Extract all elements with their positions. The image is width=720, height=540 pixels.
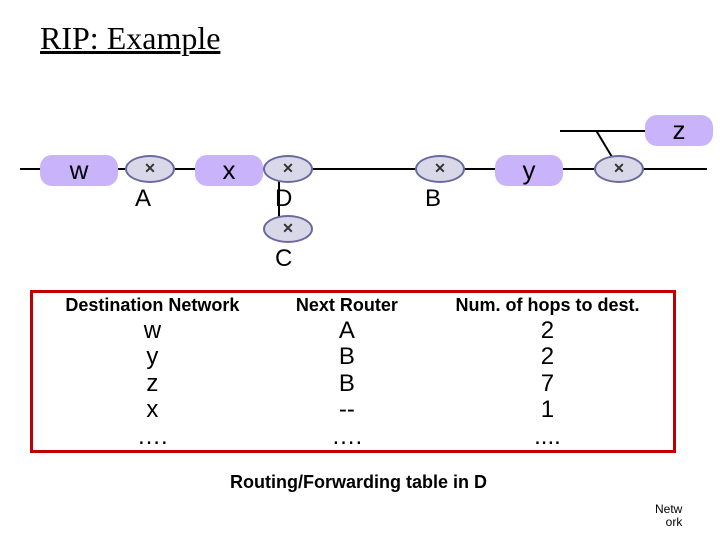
router-C: ✕ bbox=[263, 215, 313, 243]
table-cell: 7 bbox=[422, 371, 673, 397]
table-cell: -- bbox=[272, 397, 422, 423]
router-B: ✕ bbox=[415, 155, 465, 183]
table-cell: 1 bbox=[422, 397, 673, 423]
table-cell: B bbox=[272, 344, 422, 370]
table-cell: x bbox=[33, 397, 272, 423]
router-label-C: C bbox=[275, 245, 292, 273]
router-A: ✕ bbox=[125, 155, 175, 183]
network-z: z bbox=[645, 115, 713, 146]
table-cell: …. bbox=[272, 424, 422, 450]
table-header: Next Router bbox=[272, 293, 422, 318]
network-x: x bbox=[195, 155, 263, 186]
table-header: Num. of hops to dest. bbox=[422, 293, 673, 318]
table-cell: B bbox=[272, 371, 422, 397]
table-cell: 2 bbox=[422, 318, 673, 344]
table-caption: Routing/Forwarding table in D bbox=[230, 472, 487, 493]
table-row: x--1 bbox=[33, 397, 673, 423]
footer: Netw ork bbox=[655, 503, 682, 529]
table-row: wA2 bbox=[33, 318, 673, 344]
table-row: zB7 bbox=[33, 371, 673, 397]
table-row: yB2 bbox=[33, 344, 673, 370]
table-header: Destination Network bbox=[33, 293, 272, 318]
link-line bbox=[305, 168, 420, 170]
table-cell: …. bbox=[33, 424, 272, 450]
table-cell: .... bbox=[422, 424, 673, 450]
table-cell: 2 bbox=[422, 344, 673, 370]
routing-table: Destination NetworkNext RouterNum. of ho… bbox=[30, 290, 676, 453]
router-D: ✕ bbox=[263, 155, 313, 183]
footer-line1: Netw bbox=[655, 502, 682, 516]
table-cell: w bbox=[33, 318, 272, 344]
slide-title: RIP: Example bbox=[40, 20, 220, 57]
router-label-B: B bbox=[425, 185, 441, 213]
router-Z: ✕ bbox=[594, 155, 644, 183]
router-label-A: A bbox=[135, 185, 151, 213]
link-line bbox=[637, 168, 707, 170]
table-row: ….…..... bbox=[33, 424, 673, 450]
network-w: w bbox=[40, 155, 118, 186]
network-y: y bbox=[495, 155, 563, 186]
table-cell: z bbox=[33, 371, 272, 397]
footer-line2: ork bbox=[666, 515, 683, 529]
router-label-D: D bbox=[275, 185, 292, 213]
table-cell: y bbox=[33, 344, 272, 370]
table-cell: A bbox=[272, 318, 422, 344]
